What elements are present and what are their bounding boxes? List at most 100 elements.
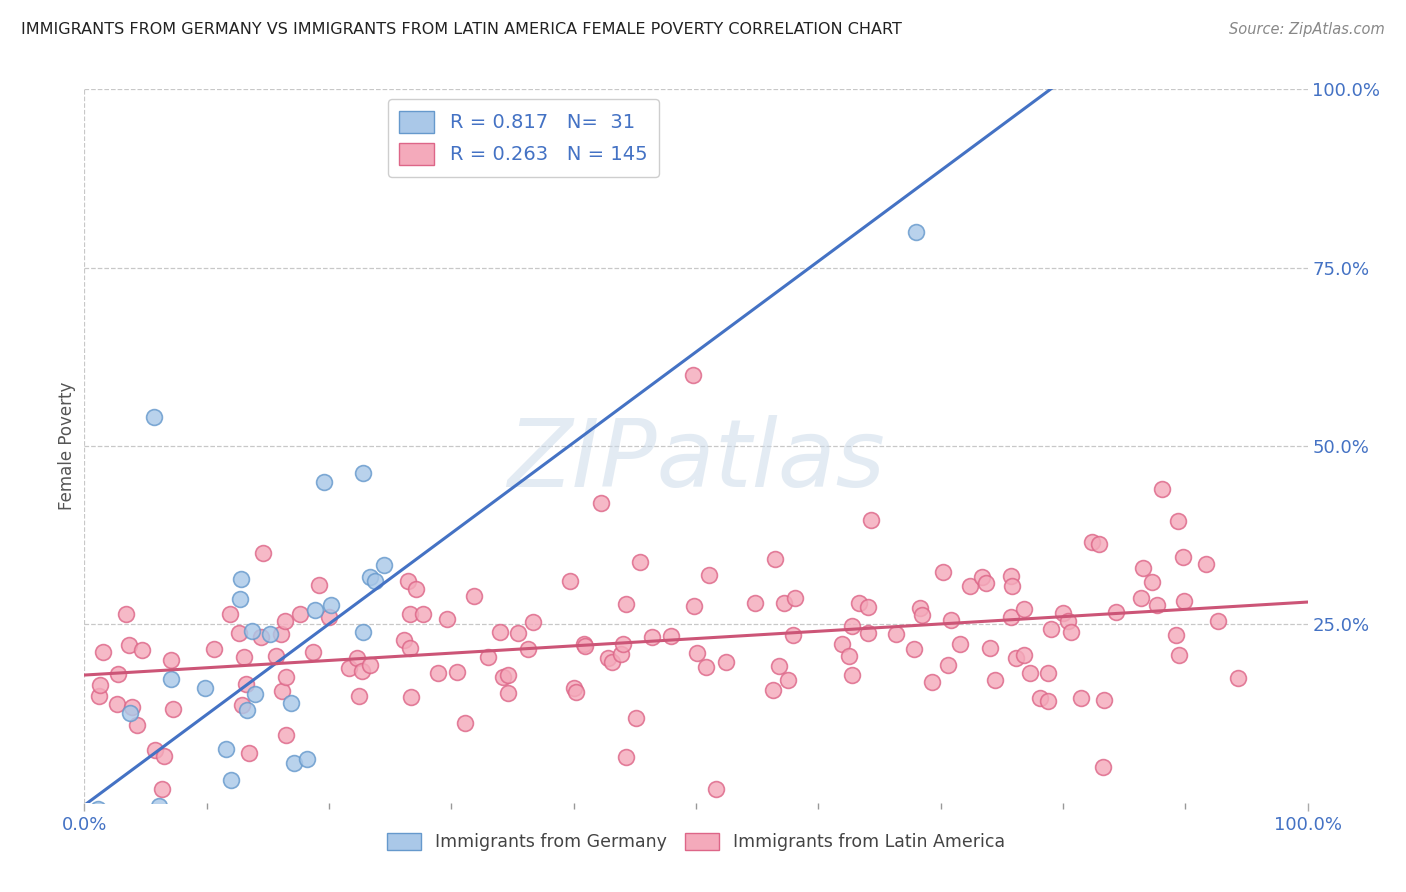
Point xyxy=(841,668,863,682)
Point xyxy=(477,650,499,665)
Point xyxy=(259,626,281,640)
Point xyxy=(359,570,381,584)
Point xyxy=(1004,651,1026,665)
Point xyxy=(506,626,529,640)
Point xyxy=(270,627,292,641)
Point xyxy=(683,599,706,613)
Point xyxy=(612,637,634,651)
Point xyxy=(396,574,419,588)
Point xyxy=(1029,691,1052,706)
Point xyxy=(346,651,368,665)
Point xyxy=(659,629,682,643)
Point xyxy=(105,697,128,711)
Point xyxy=(574,639,596,653)
Point xyxy=(697,567,720,582)
Point xyxy=(516,641,538,656)
Point xyxy=(1150,482,1173,496)
Point xyxy=(600,655,623,669)
Point xyxy=(682,368,704,382)
Point xyxy=(972,570,994,584)
Point xyxy=(412,607,434,621)
Point xyxy=(153,748,176,763)
Point xyxy=(614,597,637,611)
Point xyxy=(304,603,326,617)
Point xyxy=(231,698,253,712)
Point xyxy=(166,844,188,858)
Point xyxy=(1132,560,1154,574)
Point xyxy=(120,706,142,720)
Point xyxy=(118,638,141,652)
Point xyxy=(489,624,512,639)
Point xyxy=(1039,622,1062,636)
Point xyxy=(609,647,631,661)
Point xyxy=(1167,515,1189,529)
Point xyxy=(974,576,997,591)
Point xyxy=(91,645,114,659)
Point xyxy=(949,637,972,651)
Point xyxy=(288,607,311,621)
Point xyxy=(219,772,242,787)
Point xyxy=(1226,671,1249,685)
Point xyxy=(131,642,153,657)
Point xyxy=(744,596,766,610)
Point xyxy=(114,607,136,622)
Point xyxy=(228,625,250,640)
Point xyxy=(127,718,149,732)
Point xyxy=(1173,593,1195,607)
Point xyxy=(297,751,319,765)
Point xyxy=(274,614,297,628)
Point xyxy=(240,624,263,638)
Point xyxy=(714,655,737,669)
Point xyxy=(405,582,427,596)
Point xyxy=(1036,694,1059,708)
Point xyxy=(768,658,790,673)
Point xyxy=(87,689,110,703)
Point xyxy=(364,574,387,589)
Point xyxy=(302,645,325,659)
Point xyxy=(1014,602,1036,616)
Point xyxy=(1019,666,1042,681)
Point xyxy=(249,630,271,644)
Point xyxy=(339,661,361,675)
Point xyxy=(1146,599,1168,613)
Point xyxy=(1056,614,1078,628)
Point xyxy=(1036,665,1059,680)
Point xyxy=(219,607,242,622)
Point xyxy=(765,551,787,566)
Point xyxy=(859,513,882,527)
Point xyxy=(143,742,166,756)
Point xyxy=(908,600,931,615)
Point xyxy=(235,677,257,691)
Legend: Immigrants from Germany, Immigrants from Latin America: Immigrants from Germany, Immigrants from… xyxy=(380,826,1012,858)
Point xyxy=(394,633,416,648)
Point xyxy=(101,814,124,829)
Point xyxy=(238,746,260,760)
Point xyxy=(314,475,336,490)
Point xyxy=(194,681,217,695)
Point xyxy=(831,637,853,651)
Point xyxy=(641,630,664,644)
Point xyxy=(838,649,860,664)
Point xyxy=(562,681,585,695)
Point xyxy=(359,657,381,672)
Point xyxy=(373,558,395,572)
Point xyxy=(1168,648,1191,663)
Point xyxy=(211,836,233,850)
Point xyxy=(979,640,1001,655)
Point xyxy=(399,690,422,705)
Text: IMMIGRANTS FROM GERMANY VS IMMIGRANTS FROM LATIN AMERICA FEMALE POVERTY CORRELAT: IMMIGRANTS FROM GERMANY VS IMMIGRANTS FR… xyxy=(21,22,903,37)
Point xyxy=(399,607,422,622)
Point xyxy=(252,546,274,560)
Text: Source: ZipAtlas.com: Source: ZipAtlas.com xyxy=(1229,22,1385,37)
Point xyxy=(1195,557,1218,571)
Point xyxy=(1001,579,1024,593)
Point xyxy=(903,641,925,656)
Point xyxy=(983,673,1005,687)
Point xyxy=(283,756,305,770)
Point xyxy=(695,660,717,674)
Point xyxy=(98,884,121,892)
Point xyxy=(1000,569,1022,583)
Point xyxy=(236,703,259,717)
Point xyxy=(1092,692,1115,706)
Point xyxy=(522,615,544,630)
